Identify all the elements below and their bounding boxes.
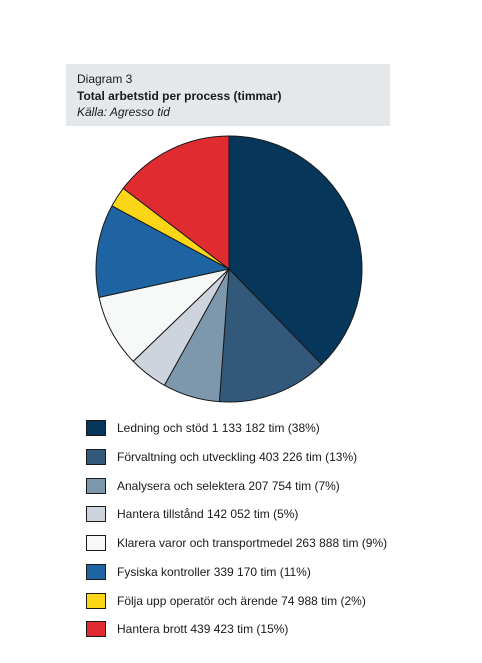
- pie-slice-brott: [122, 135, 230, 270]
- legend-label-klarera: Klarera varor och transportmedel 263 888…: [117, 536, 388, 550]
- legend-swatch-klarera: [86, 535, 106, 551]
- diagram-label: Diagram 3: [77, 72, 133, 86]
- legend-swatch-folja-upp: [86, 593, 106, 609]
- pie-slice-ledning: [228, 135, 363, 365]
- legend-swatch-ledning: [86, 420, 106, 436]
- chart-source: Källa: Agresso tid: [77, 105, 170, 119]
- legend-swatch-forvaltning: [86, 449, 106, 465]
- pie-slice-forvaltning: [218, 268, 323, 403]
- legend-label-fysiska: Fysiska kontroller 339 170 tim (11%): [117, 565, 311, 579]
- legend-label-ledning: Ledning och stöd 1 133 182 tim (38%): [117, 421, 320, 435]
- chart-header: Diagram 3 Total arbetstid per process (t…: [66, 64, 390, 126]
- legend-label-forvaltning: Förvaltning och utveckling 403 226 tim (…: [117, 450, 358, 464]
- pie-slice-fysiska: [95, 205, 230, 298]
- legend-label-folja-upp: Följa upp operatör och ärende 74 988 tim…: [117, 594, 366, 608]
- legend-label-tillstand: Hantera tillstånd 142 052 tim (5%): [117, 507, 299, 521]
- legend-swatch-analysera: [86, 478, 106, 494]
- chart-title: Total arbetstid per process (timmar): [77, 89, 282, 103]
- legend-label-brott: Hantera brott 439 423 tim (15%): [117, 622, 289, 636]
- legend-label-analysera: Analysera och selektera 207 754 tim (7%): [117, 479, 340, 493]
- legend-swatch-brott: [86, 621, 106, 637]
- legend-swatch-fysiska: [86, 564, 106, 580]
- legend-swatch-tillstand: [86, 506, 106, 522]
